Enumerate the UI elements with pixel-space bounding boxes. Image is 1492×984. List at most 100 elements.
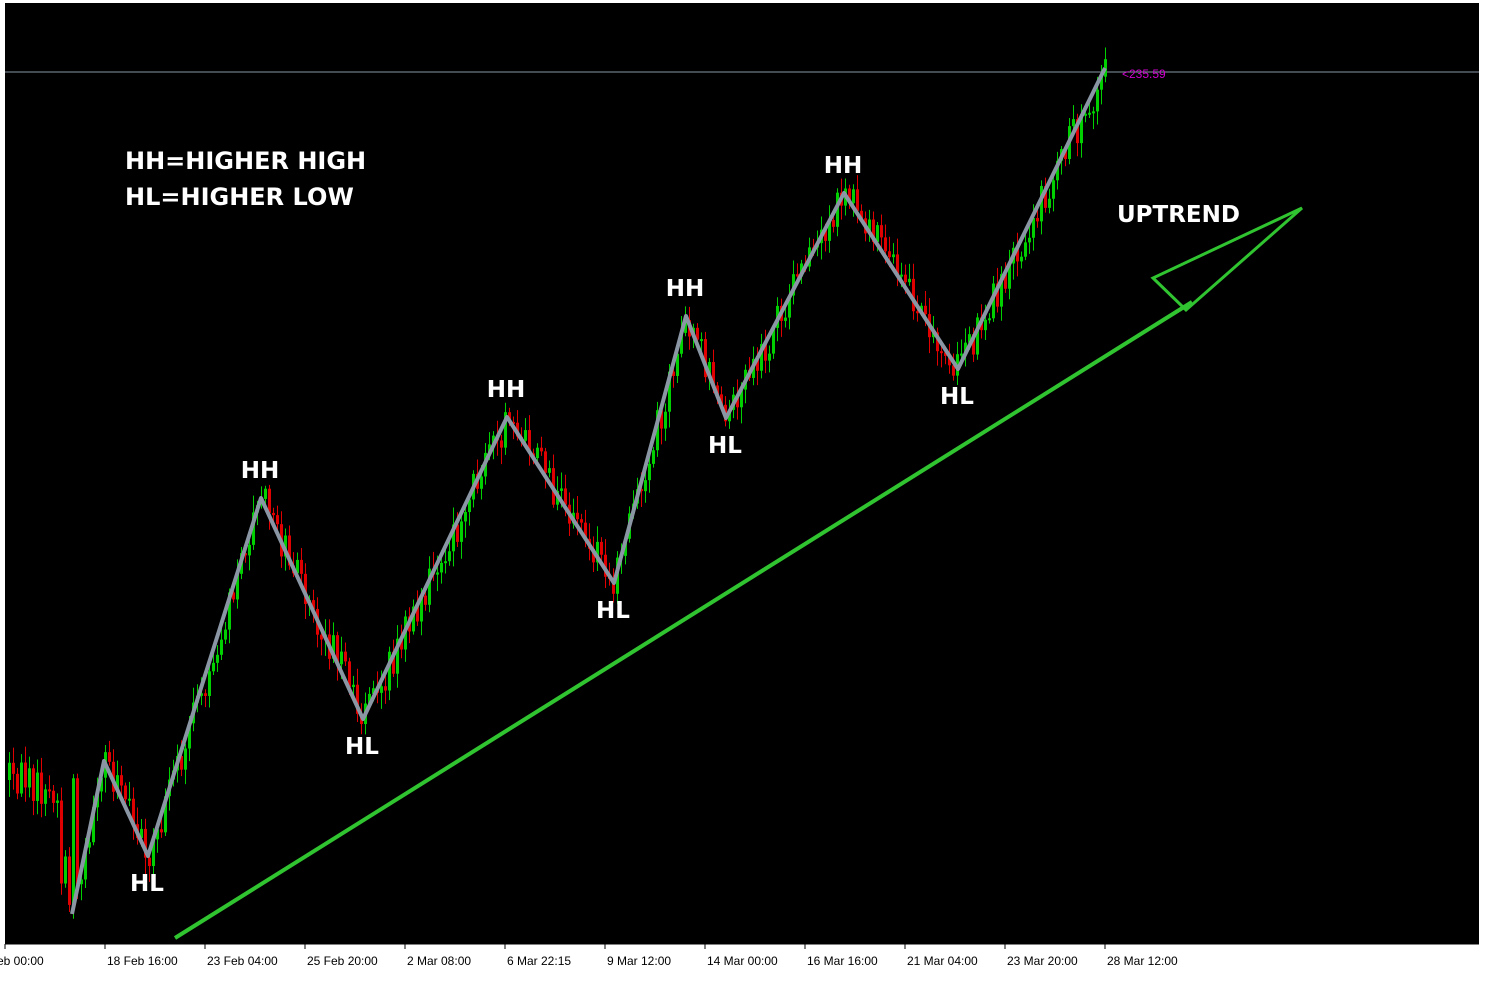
candle <box>872 211 875 251</box>
candle <box>892 243 895 264</box>
candle <box>16 767 19 800</box>
candle <box>912 263 915 320</box>
candle <box>768 345 771 373</box>
candle <box>272 507 275 522</box>
x-tick-label: 2 Mar 08:00 <box>407 954 471 968</box>
x-tick-label: eb 00:00 <box>0 954 44 968</box>
candle <box>952 353 955 381</box>
candle <box>1020 251 1023 269</box>
candle <box>428 556 431 613</box>
candle <box>216 645 219 672</box>
candle <box>764 329 767 374</box>
candle <box>388 646 391 701</box>
x-tick-label: 16 Mar 16:00 <box>807 954 878 968</box>
candle <box>664 403 667 441</box>
swing-label-hl: HL <box>130 871 164 897</box>
candle <box>204 689 207 708</box>
candle <box>52 784 55 813</box>
candle <box>600 537 603 562</box>
time-axis: eb 00:00 18 Feb 16:00 23 Feb 04:00 25 Feb 2… <box>0 944 1178 968</box>
plot-background <box>5 3 1479 944</box>
candle <box>32 764 35 816</box>
candle <box>44 784 47 817</box>
candle <box>396 625 399 688</box>
candle <box>1040 180 1043 235</box>
candle <box>544 447 547 489</box>
price-tag: <235.59 <box>1122 67 1166 81</box>
candle <box>548 460 551 478</box>
candle <box>56 793 59 818</box>
candle <box>644 471 647 503</box>
swing-label-hh: HH <box>824 153 863 179</box>
candle <box>344 642 347 666</box>
candle <box>1024 234 1027 261</box>
swing-labels: HL HH HL HH HL HH HL HH HL <box>130 153 974 897</box>
candle <box>832 216 835 233</box>
candle <box>596 526 599 572</box>
candle <box>504 402 507 455</box>
swing-label-hl: HL <box>940 384 974 410</box>
swing-label-hl: HL <box>708 433 742 459</box>
candle <box>212 651 215 676</box>
candle <box>452 507 455 567</box>
candle <box>300 547 303 585</box>
candle <box>612 568 615 603</box>
candle <box>28 756 31 798</box>
candle <box>880 214 883 248</box>
candle <box>24 746 27 802</box>
candle <box>1028 223 1031 254</box>
swing-label-hh: HH <box>241 458 280 484</box>
candle <box>444 549 447 574</box>
candle <box>988 313 991 324</box>
candle <box>524 418 527 445</box>
candle <box>460 514 463 559</box>
candle <box>964 328 967 367</box>
candle <box>312 589 315 623</box>
candle <box>220 626 223 661</box>
candle <box>536 443 539 462</box>
candle <box>424 591 427 611</box>
x-tick-label: 9 Mar 12:00 <box>607 954 671 968</box>
candle <box>652 446 655 468</box>
candle <box>64 850 67 888</box>
candle <box>264 485 267 504</box>
uptrend-arrow-icon <box>1150 206 1303 313</box>
candle <box>756 347 759 386</box>
candle <box>1072 105 1075 133</box>
x-tick-label: 6 Mar 22:15 <box>507 954 571 968</box>
candle <box>120 765 123 800</box>
candle <box>336 631 339 681</box>
candle <box>1104 47 1107 83</box>
candle <box>128 781 131 807</box>
candle <box>384 675 387 704</box>
candle <box>528 415 531 466</box>
candle <box>464 506 467 538</box>
swing-label-hh: HH <box>487 377 526 403</box>
candle <box>836 188 839 237</box>
candle <box>184 743 187 785</box>
swing-label-hh: HH <box>666 276 705 302</box>
x-tick-label: 18 Feb 16:00 <box>107 954 178 968</box>
candle <box>788 284 791 330</box>
candle <box>72 774 75 919</box>
swing-label-hl: HL <box>596 598 630 624</box>
candle <box>208 666 211 708</box>
legend-higher-low: HL=HIGHER LOW <box>125 183 354 211</box>
candle <box>792 260 795 305</box>
candle <box>68 847 71 913</box>
candle <box>224 622 227 644</box>
candle <box>248 540 251 571</box>
candle <box>1092 106 1095 130</box>
candle <box>604 539 607 589</box>
candle <box>132 787 135 840</box>
zigzag-line <box>70 67 1107 915</box>
x-tick-label: 23 Feb 04:00 <box>207 954 278 968</box>
candle <box>1016 232 1019 277</box>
candle <box>268 484 271 530</box>
uptrend-line <box>173 300 1194 940</box>
candle <box>1008 249 1011 300</box>
candle <box>500 434 503 465</box>
candle <box>868 209 871 242</box>
